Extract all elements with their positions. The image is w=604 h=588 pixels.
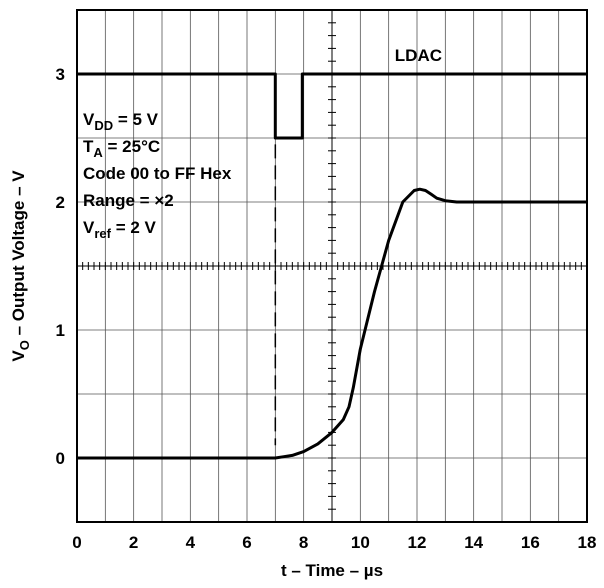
condition-subscript: ref [94,226,111,241]
condition-main: Code 00 to FF Hex [83,164,232,183]
series-group [77,72,587,460]
condition-line: Code 00 to FF Hex [83,164,232,183]
condition-main: T [83,137,94,156]
x-tick-label: 2 [129,533,138,552]
y-tick-label: 1 [56,321,65,340]
x-tick-label: 8 [299,533,308,552]
condition-rest: = 2 V [111,218,157,237]
x-tick-labels: 0 2 4 6 8 10 12 14 16 18 [72,533,596,552]
x-tick-label: 12 [408,533,427,552]
condition-subscript: DD [94,118,113,133]
y-axis-label-prefix: V [9,350,28,362]
condition-line: TA = 25°C [83,137,160,160]
condition-line: VDD = 5 V [83,110,159,133]
condition-rest: = 5 V [113,110,159,129]
condition-line: Vref = 2 V [83,218,157,241]
y-tick-label: 0 [56,449,65,468]
condition-main: Range = ×2 [83,191,174,210]
condition-subscript: A [93,145,103,160]
x-tick-label: 0 [72,533,81,552]
condition-main: V [83,110,95,129]
plot-frame [76,9,588,523]
center-axis-ticks [77,10,587,522]
x-tick-label: 10 [351,533,370,552]
x-axis-label-main: t – Time – [281,561,364,580]
condition-main: V [83,218,95,237]
ldac-series-label: LDAC [395,46,442,65]
condition-line: Range = ×2 [83,191,174,210]
condition-rest: = 25°C [103,137,160,156]
x-axis-label-unit: µs [364,561,383,580]
x-tick-label: 4 [186,533,196,552]
y-tick-label: 3 [56,65,65,84]
x-tick-label: 16 [521,533,540,552]
series-line-output [77,187,587,460]
y-tick-label: 2 [56,193,65,212]
x-tick-label: 18 [578,533,597,552]
x-axis-label: t – Time – µs [281,561,383,580]
series-line-ldac [77,72,587,140]
y-axis-label-rest: – Output Voltage – V [9,170,28,340]
y-tick-labels: 0 1 2 3 [56,65,65,468]
y-axis-label: VO – Output Voltage – V [9,170,32,362]
x-tick-label: 6 [242,533,251,552]
y-axis-label-sub: O [17,340,32,350]
x-tick-label: 14 [464,533,483,552]
